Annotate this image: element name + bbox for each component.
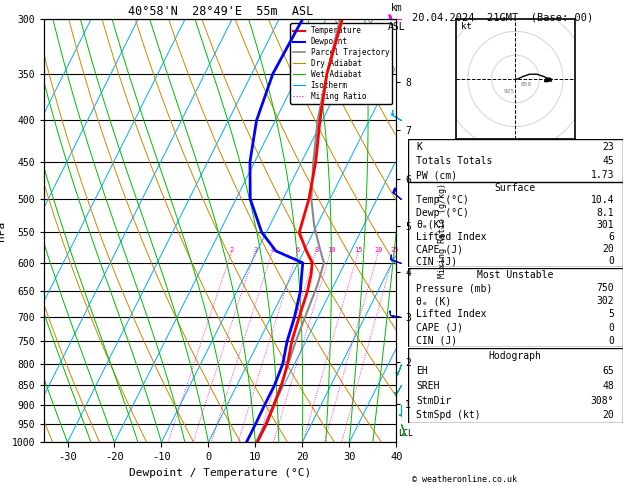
Text: SREH: SREH <box>416 381 440 391</box>
Text: K: K <box>416 141 422 152</box>
Text: kt: kt <box>460 22 472 31</box>
Text: 302: 302 <box>596 296 614 306</box>
Text: LCL: LCL <box>398 429 413 438</box>
Title: 40°58'N  28°49'E  55m  ASL: 40°58'N 28°49'E 55m ASL <box>128 5 313 18</box>
Text: 8: 8 <box>314 247 318 253</box>
Y-axis label: hPa: hPa <box>0 221 6 241</box>
Text: 20.04.2024  21GMT  (Base: 00): 20.04.2024 21GMT (Base: 00) <box>412 12 593 22</box>
Text: 4: 4 <box>270 247 275 253</box>
Text: Totals Totals: Totals Totals <box>416 156 493 166</box>
Text: 25: 25 <box>391 247 399 253</box>
Text: 925: 925 <box>504 89 515 94</box>
Text: 20: 20 <box>603 410 614 420</box>
Text: km: km <box>391 3 402 13</box>
Text: 65: 65 <box>603 366 614 376</box>
Text: CAPE (J): CAPE (J) <box>416 244 463 254</box>
Text: Dewp (°C): Dewp (°C) <box>416 208 469 218</box>
Text: 3: 3 <box>253 247 257 253</box>
Text: Lifted Index: Lifted Index <box>416 310 487 319</box>
Text: 23: 23 <box>603 141 614 152</box>
Text: 48: 48 <box>603 381 614 391</box>
Text: StmSpd (kt): StmSpd (kt) <box>416 410 481 420</box>
Legend: Temperature, Dewpoint, Parcel Trajectory, Dry Adiabat, Wet Adiabat, Isotherm, Mi: Temperature, Dewpoint, Parcel Trajectory… <box>290 23 392 104</box>
Text: 0: 0 <box>608 336 614 346</box>
Text: Surface: Surface <box>494 183 536 193</box>
Text: 15: 15 <box>354 247 363 253</box>
Text: θₑ (K): θₑ (K) <box>416 296 452 306</box>
Text: 20: 20 <box>374 247 383 253</box>
Text: 45: 45 <box>603 156 614 166</box>
Text: StmDir: StmDir <box>416 396 452 405</box>
Text: 20: 20 <box>603 244 614 254</box>
Text: CIN (J): CIN (J) <box>416 256 457 266</box>
Text: Lifted Index: Lifted Index <box>416 232 487 242</box>
Text: EH: EH <box>416 366 428 376</box>
Text: Most Unstable: Most Unstable <box>477 270 554 280</box>
Text: 750: 750 <box>596 283 614 293</box>
Text: PW (cm): PW (cm) <box>416 170 457 180</box>
Text: 2: 2 <box>230 247 234 253</box>
Text: 8.1: 8.1 <box>596 208 614 218</box>
Text: CAPE (J): CAPE (J) <box>416 323 463 333</box>
Text: ASL: ASL <box>387 21 405 32</box>
Text: 10: 10 <box>326 247 335 253</box>
X-axis label: Dewpoint / Temperature (°C): Dewpoint / Temperature (°C) <box>129 468 311 478</box>
Text: 850: 850 <box>520 82 532 87</box>
Text: 301: 301 <box>596 220 614 230</box>
Text: © weatheronline.co.uk: © weatheronline.co.uk <box>412 474 517 484</box>
Text: Temp (°C): Temp (°C) <box>416 195 469 206</box>
Text: Mixing Ratio (g/kg): Mixing Ratio (g/kg) <box>438 183 447 278</box>
Text: 0: 0 <box>608 323 614 333</box>
Text: 1.73: 1.73 <box>591 170 614 180</box>
Text: Pressure (mb): Pressure (mb) <box>416 283 493 293</box>
Text: Hodograph: Hodograph <box>489 351 542 361</box>
Text: 10.4: 10.4 <box>591 195 614 206</box>
Text: 6: 6 <box>608 232 614 242</box>
Text: 308°: 308° <box>591 396 614 405</box>
Text: 5: 5 <box>608 310 614 319</box>
Text: θₑ(K): θₑ(K) <box>416 220 445 230</box>
Text: 0: 0 <box>608 256 614 266</box>
Text: 6: 6 <box>296 247 300 253</box>
Text: CIN (J): CIN (J) <box>416 336 457 346</box>
